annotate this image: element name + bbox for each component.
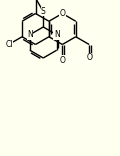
Text: N: N <box>27 30 33 39</box>
Text: N: N <box>54 30 60 39</box>
Text: O: O <box>86 53 92 62</box>
Text: O: O <box>59 56 65 64</box>
Text: S: S <box>41 7 46 16</box>
Text: O: O <box>59 9 65 18</box>
Text: Cl: Cl <box>6 40 13 49</box>
